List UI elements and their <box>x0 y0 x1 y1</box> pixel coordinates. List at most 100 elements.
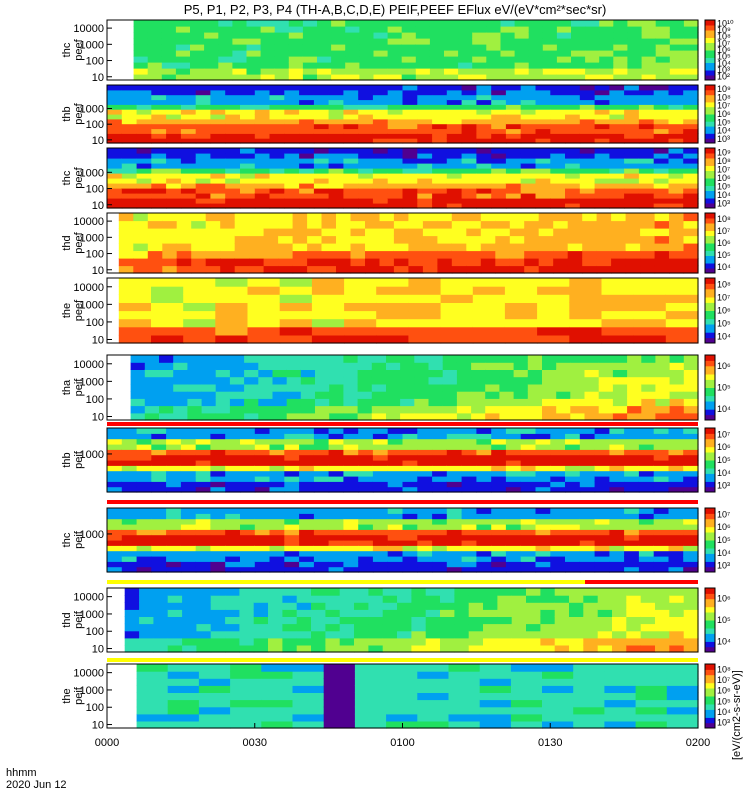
spectrogram-cell <box>641 68 657 75</box>
spectrogram-cell <box>624 173 640 179</box>
spectrogram-cell <box>573 706 605 715</box>
colorbar-segment <box>705 280 715 284</box>
spectrogram-cell <box>468 630 484 639</box>
spectrogram-cell <box>535 438 551 445</box>
spectrogram-cell <box>278 243 294 252</box>
spectrogram-cell <box>505 465 522 472</box>
spectrogram-cell <box>668 123 684 130</box>
spectrogram-cell <box>635 664 668 672</box>
spectrogram-cell <box>446 444 463 450</box>
spectrogram-cell <box>609 561 625 568</box>
spectrogram-cell <box>198 713 231 722</box>
spectrogram-cell <box>612 595 627 603</box>
spectrogram-cell <box>417 508 433 514</box>
spectrogram-cell <box>414 369 430 378</box>
spectrogram-cell <box>594 518 610 525</box>
spectrogram-cell <box>107 168 123 174</box>
colorbar-tick-label: 10⁷ <box>717 293 730 303</box>
spectrogram-cell <box>483 609 498 617</box>
spectrogram-cell <box>225 595 240 603</box>
spectrogram-cell <box>535 534 551 541</box>
spectrogram-cell <box>665 294 699 303</box>
spectrogram-cell <box>376 326 409 336</box>
spectrogram-cell <box>565 566 581 573</box>
spectrogram-cell <box>187 376 203 385</box>
spectrogram-cell <box>387 465 404 472</box>
ytick-label: 1000 <box>80 104 104 116</box>
spectrogram-cell <box>254 433 271 440</box>
panels-group: thc peef1010010001000010²10³10⁴10⁵10⁶10⁷1… <box>61 18 734 731</box>
spectrogram-cell <box>268 623 283 632</box>
spectrogram-cell <box>665 326 699 336</box>
spectrogram-cell <box>446 89 463 96</box>
spectrogram-cell <box>299 529 315 536</box>
spectrogram-cell <box>210 89 226 96</box>
spectrogram-cell <box>669 68 685 75</box>
spectrogram-cell <box>387 545 404 552</box>
spectrogram-cell <box>296 595 312 603</box>
spectrogram-cell <box>446 158 463 164</box>
spectrogram-cell <box>260 26 276 33</box>
spectrogram-cell <box>136 198 152 204</box>
spectrogram-cell <box>371 412 387 421</box>
spectrogram-cell <box>638 99 655 105</box>
spectrogram-cell <box>641 376 657 385</box>
spectrogram-cell <box>609 163 625 169</box>
spectrogram-cell <box>121 138 138 144</box>
spectrogram-cell <box>240 556 256 562</box>
spectrogram-cell <box>446 178 463 184</box>
spectrogram-cell <box>225 188 241 194</box>
spectrogram-cell <box>205 220 221 229</box>
spectrogram-cell <box>626 588 642 596</box>
spectrogram-cell <box>612 398 628 407</box>
spectrogram-cell <box>542 362 557 370</box>
spectrogram-cell <box>683 369 699 378</box>
spectrogram-cell <box>272 383 288 392</box>
spectrogram-cell <box>432 556 448 562</box>
spectrogram-cell <box>139 595 154 603</box>
spectrogram-cell <box>653 104 670 110</box>
spectrogram-cell <box>497 609 513 617</box>
spectrogram-cell <box>358 123 374 130</box>
spectrogram-cell <box>472 334 506 344</box>
spectrogram-cell <box>387 163 404 169</box>
spectrogram-cell <box>175 56 191 63</box>
spectrogram-cell <box>210 513 226 520</box>
spectrogram-cell <box>107 114 123 120</box>
spectrogram-cell <box>296 616 312 625</box>
spectrogram-cell <box>432 508 448 514</box>
colorbar-segment <box>705 452 715 456</box>
spectrogram-cell <box>422 243 438 252</box>
spectrogram-cell <box>683 433 699 440</box>
spectrogram-cell <box>472 20 487 27</box>
spectrogram-cell <box>669 412 685 421</box>
spectrogram-cell <box>528 44 544 51</box>
spectrogram-cell <box>655 588 670 596</box>
spectrogram-cell <box>627 38 643 45</box>
spectrogram-cell <box>476 178 492 184</box>
spectrogram-cell <box>107 133 123 139</box>
spectrogram-cell <box>205 250 221 259</box>
colorbar-segment <box>705 717 715 721</box>
spectrogram-cell <box>323 692 356 701</box>
spectrogram-cell <box>121 178 138 184</box>
spectrogram-cell <box>668 470 684 477</box>
spectrogram-cell <box>386 369 401 378</box>
spectrogram-cell <box>505 508 522 514</box>
spectrogram-cell <box>550 460 566 466</box>
colorbar-frame <box>704 587 716 653</box>
spectrogram-cell <box>258 369 274 378</box>
spectrogram-cell <box>229 398 245 407</box>
spectrogram-cell <box>343 508 359 514</box>
spectrogram-cell <box>107 89 123 96</box>
spectrogram-cell <box>476 534 492 541</box>
spectrogram-cell <box>317 68 332 75</box>
spectrogram-cell <box>328 438 344 445</box>
spectrogram-cell <box>640 243 656 252</box>
spectrogram-cell <box>542 20 558 27</box>
spectrogram-cell <box>625 235 641 244</box>
colorbar-segment <box>705 50 715 53</box>
colorbar-segment <box>705 163 715 166</box>
spectrogram-cell <box>240 168 256 174</box>
